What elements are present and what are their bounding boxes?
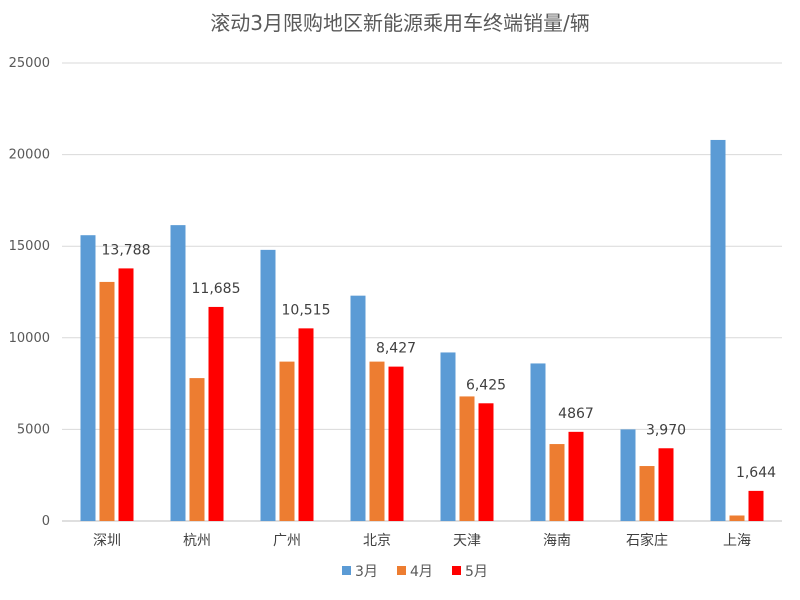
gridlines: [62, 62, 782, 522]
bar: [170, 225, 186, 521]
bar: [208, 306, 224, 521]
chart-title: 滚动3月限购地区新能源乘用车终端销量/辆: [210, 11, 589, 35]
y-tick-label: 15000: [9, 239, 50, 254]
bar: [568, 431, 584, 521]
bar: [369, 361, 385, 521]
bar: [80, 235, 96, 521]
x-category-label: 上海: [723, 533, 751, 549]
data-label: 8,427: [376, 341, 416, 357]
data-labels: 13,788 11,685 10,515 8,427 6,425 4867 3,970 1,6…: [102, 242, 777, 480]
bar: [549, 444, 565, 521]
data-label: 10,515: [282, 302, 331, 318]
bar: [279, 361, 295, 521]
y-tick-label: 5000: [17, 422, 50, 437]
data-label: 11,685: [192, 281, 241, 297]
x-category-label: 深圳: [93, 533, 121, 549]
bar: [118, 268, 134, 521]
x-category-label: 海南: [543, 533, 571, 549]
legend-swatch: [397, 566, 406, 575]
x-category-label: 石家庄: [626, 532, 668, 549]
legend-swatch: [342, 566, 351, 575]
bar: [459, 396, 475, 521]
data-label: 13,788: [102, 242, 151, 258]
legend-label: 3月: [355, 564, 378, 580]
data-label: 3,970: [646, 422, 686, 438]
bar: [658, 448, 674, 521]
x-category-label: 广州: [273, 533, 301, 549]
bar: [440, 352, 456, 521]
bar: [189, 378, 205, 521]
data-label: 4867: [558, 406, 594, 422]
bar: [748, 490, 764, 521]
bar: [260, 249, 276, 521]
x-axis-categories: 深圳 杭州 广州 北京 天津 海南 石家庄 上海: [93, 532, 751, 549]
y-tick-label: 10000: [9, 331, 50, 346]
legend: 3月 4月 5月: [342, 564, 488, 580]
legend-swatch: [452, 566, 461, 575]
x-category-label: 天津: [453, 533, 481, 549]
y-tick-label: 25000: [9, 56, 50, 71]
bar: [530, 363, 546, 521]
bar: [99, 281, 115, 521]
bar: [388, 366, 404, 521]
data-label: 6,425: [466, 377, 506, 393]
bars: [80, 139, 764, 521]
y-tick-label: 20000: [9, 148, 50, 163]
bar: [478, 403, 494, 521]
bar: [710, 139, 726, 521]
legend-label: 5月: [465, 564, 488, 580]
legend-label: 4月: [410, 564, 433, 580]
x-category-label: 杭州: [183, 533, 211, 549]
bar: [729, 515, 745, 521]
y-axis-ticks: 0 5000 10000 15000 20000 25000: [9, 56, 50, 529]
bar: [639, 466, 655, 521]
data-label: 1,644: [736, 465, 776, 481]
bar: [620, 429, 636, 521]
bar: [350, 295, 366, 521]
x-category-label: 北京: [363, 533, 391, 549]
bar: [298, 328, 314, 521]
y-tick-label: 0: [42, 514, 50, 529]
